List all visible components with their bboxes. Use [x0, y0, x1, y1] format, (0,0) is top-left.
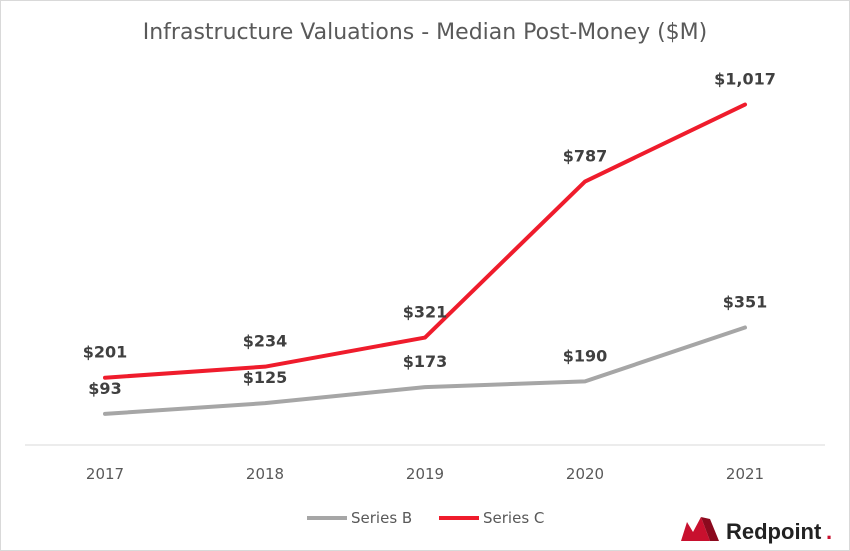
data-label: $125: [243, 368, 288, 387]
legend: Series B Series C: [307, 509, 544, 527]
x-tick-label: 2019: [406, 465, 444, 483]
logo-text: Redpoint: [726, 519, 822, 544]
data-label: $351: [723, 292, 768, 311]
logo-dot: .: [826, 519, 832, 544]
x-tick-label: 2018: [246, 465, 284, 483]
data-label: $1,017: [714, 70, 776, 89]
data-label: $201: [83, 343, 128, 362]
chart-title: Infrastructure Valuations - Median Post-…: [142, 20, 708, 45]
data-label: $173: [403, 352, 448, 371]
logo-mark-icon: [681, 517, 710, 541]
data-label: $321: [403, 303, 448, 322]
legend-label: Series B: [351, 509, 412, 527]
data-label: $93: [88, 379, 121, 398]
series-line-series-c: [103, 102, 747, 380]
legend-label: Series C: [483, 509, 544, 527]
logo-mark-shade-icon: [701, 517, 719, 541]
data-label: $190: [563, 346, 608, 365]
data-label: $787: [563, 147, 608, 166]
data-label: $234: [243, 332, 288, 351]
redpoint-logo: Redpoint .: [681, 517, 832, 544]
x-tick-label: 2017: [86, 465, 124, 483]
x-tick-label: 2020: [566, 465, 604, 483]
x-tick-label: 2021: [726, 465, 764, 483]
